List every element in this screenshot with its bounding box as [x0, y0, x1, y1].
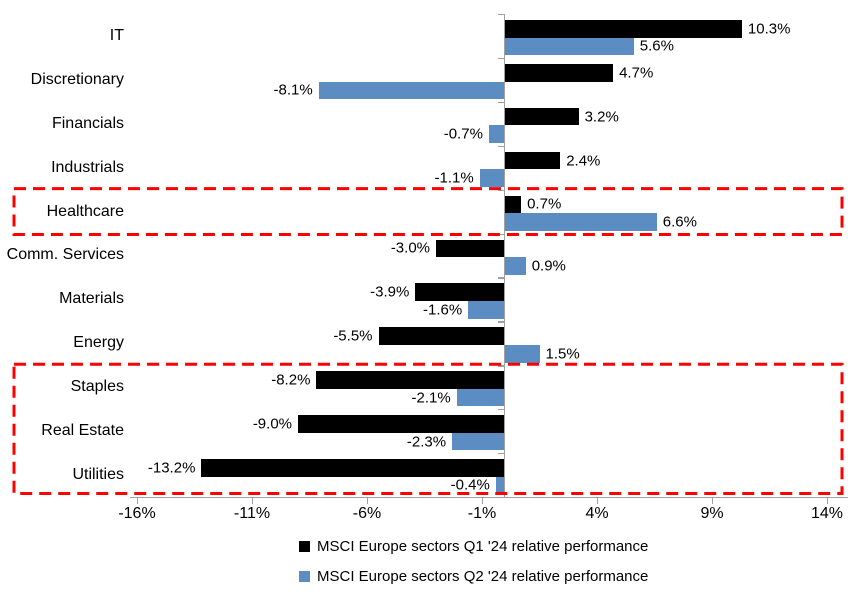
- value-label-q1-staples: -8.2%: [271, 371, 311, 389]
- category-axis-tick: [497, 453, 504, 455]
- category-label-financials: Financials: [51, 114, 124, 132]
- category-label-discretionary: Discretionary: [30, 70, 124, 88]
- legend-item-q1: MSCI Europe sectors Q1 '24 relative perf…: [299, 531, 648, 561]
- category-axis-tick: [497, 497, 504, 499]
- highlight-box-healthcare: [12, 187, 844, 237]
- x-tick-label-1: -1%: [467, 505, 497, 522]
- legend: MSCI Europe sectors Q1 '24 relative perf…: [299, 531, 648, 591]
- x-axis-tick: [137, 498, 139, 505]
- bar-q2-industrials: [479, 169, 505, 187]
- x-axis-tick: [252, 498, 254, 505]
- value-label-q2-staples: -2.1%: [411, 389, 451, 407]
- value-label-q1-utilities: -13.2%: [147, 459, 196, 477]
- legend-item-q2: MSCI Europe sectors Q2 '24 relative perf…: [299, 561, 648, 591]
- legend-swatch-q2-icon: [299, 570, 310, 582]
- category-label-materials: Materials: [59, 290, 124, 308]
- category-label-utilities: Utilities: [72, 466, 124, 484]
- value-label-q2-discretionary: -8.1%: [273, 81, 313, 99]
- value-label-q1-healthcare: 0.7%: [527, 195, 562, 213]
- category-axis-tick: [497, 409, 504, 411]
- category-label-industrials: Industrials: [51, 158, 124, 176]
- category-axis-tick: [497, 233, 504, 235]
- x-tick-label-9: 9%: [700, 505, 724, 522]
- category-axis-tick: [497, 277, 504, 279]
- x-tick-label-4: 4%: [585, 505, 609, 522]
- category-label-energy: Energy: [73, 334, 124, 352]
- value-label-q2-comm-services: 0.9%: [531, 257, 566, 275]
- bar-q1-materials: [415, 283, 505, 302]
- legend-label-q1: MSCI Europe sectors Q1 '24 relative perf…: [317, 537, 649, 555]
- category-label-it: IT: [109, 26, 124, 44]
- legend-swatch-q1-icon: [299, 540, 310, 552]
- category-axis-tick: [497, 189, 504, 191]
- bar-q1-financials: [505, 107, 579, 126]
- x-tick-label-11: -11%: [233, 505, 271, 522]
- value-label-q1-materials: -3.9%: [370, 283, 410, 301]
- value-label-q2-financials: -0.7%: [443, 125, 483, 143]
- category-axis-tick: [497, 57, 504, 60]
- bar-q1-utilities: [201, 459, 505, 477]
- value-label-q2-it: 5.6%: [639, 37, 674, 55]
- value-label-q1-industrials: 2.4%: [566, 152, 601, 170]
- bar-q1-discretionary: [505, 63, 614, 82]
- bar-q2-energy: [505, 344, 540, 363]
- value-label-q2-energy: 1.5%: [545, 345, 580, 363]
- category-label-staples: Staples: [70, 378, 124, 396]
- x-tick-label-6: -6%: [352, 505, 382, 522]
- value-label-q2-utilities: -0.4%: [450, 476, 490, 494]
- bar-q2-healthcare: [505, 213, 657, 231]
- bar-q2-comm-services: [505, 257, 526, 275]
- bar-q2-it: [505, 37, 634, 56]
- bar-q2-materials: [468, 301, 505, 319]
- value-label-q1-energy: -5.5%: [333, 327, 373, 345]
- bar-q2-discretionary: [318, 81, 505, 100]
- value-label-q2-industrials: -1.1%: [434, 169, 474, 187]
- category-axis-tick: [497, 145, 504, 148]
- value-label-q1-comm-services: -3.0%: [390, 239, 430, 257]
- category-label-comm-services: Comm. Services: [6, 246, 124, 264]
- bar-q2-real-estate: [452, 432, 505, 451]
- bar-q2-financials: [488, 125, 505, 143]
- value-label-q2-real-estate: -2.3%: [406, 433, 447, 451]
- bar-q1-staples: [316, 371, 505, 389]
- category-axis-tick: [497, 14, 504, 16]
- value-axis-zero-line: [503, 14, 505, 497]
- x-axis-tick: [367, 498, 369, 505]
- category-label-healthcare: Healthcare: [46, 202, 124, 220]
- value-label-q1-real-estate: -9.0%: [252, 415, 292, 433]
- x-axis-line: [130, 497, 848, 499]
- x-axis-tick: [712, 498, 714, 505]
- legend-label-q2: MSCI Europe sectors Q2 '24 relative perf…: [317, 567, 649, 585]
- bar-q1-healthcare: [505, 195, 522, 214]
- bar-q1-industrials: [505, 151, 561, 170]
- bar-q1-comm-services: [436, 239, 505, 258]
- x-tick-label-14: 14%: [810, 505, 844, 522]
- bar-q1-energy: [378, 327, 505, 345]
- value-label-q2-healthcare: 6.6%: [662, 213, 697, 231]
- category-label-real-estate: Real Estate: [41, 422, 124, 440]
- bar-q1-it: [505, 20, 742, 38]
- value-label-q1-discretionary: 4.7%: [619, 64, 654, 82]
- category-axis-tick: [497, 365, 504, 367]
- bar-q1-real-estate: [298, 415, 505, 433]
- category-axis-tick: [497, 321, 504, 323]
- value-label-q1-financials: 3.2%: [584, 108, 619, 126]
- x-axis-tick: [482, 498, 484, 505]
- bar-q2-staples: [456, 388, 505, 407]
- x-tick-label-16: -16%: [118, 505, 156, 522]
- value-label-q1-it: 10.3%: [747, 20, 791, 38]
- category-axis-tick: [497, 101, 504, 104]
- value-label-q2-materials: -1.6%: [423, 301, 463, 319]
- x-axis-tick: [827, 498, 829, 505]
- x-axis-tick: [597, 498, 599, 505]
